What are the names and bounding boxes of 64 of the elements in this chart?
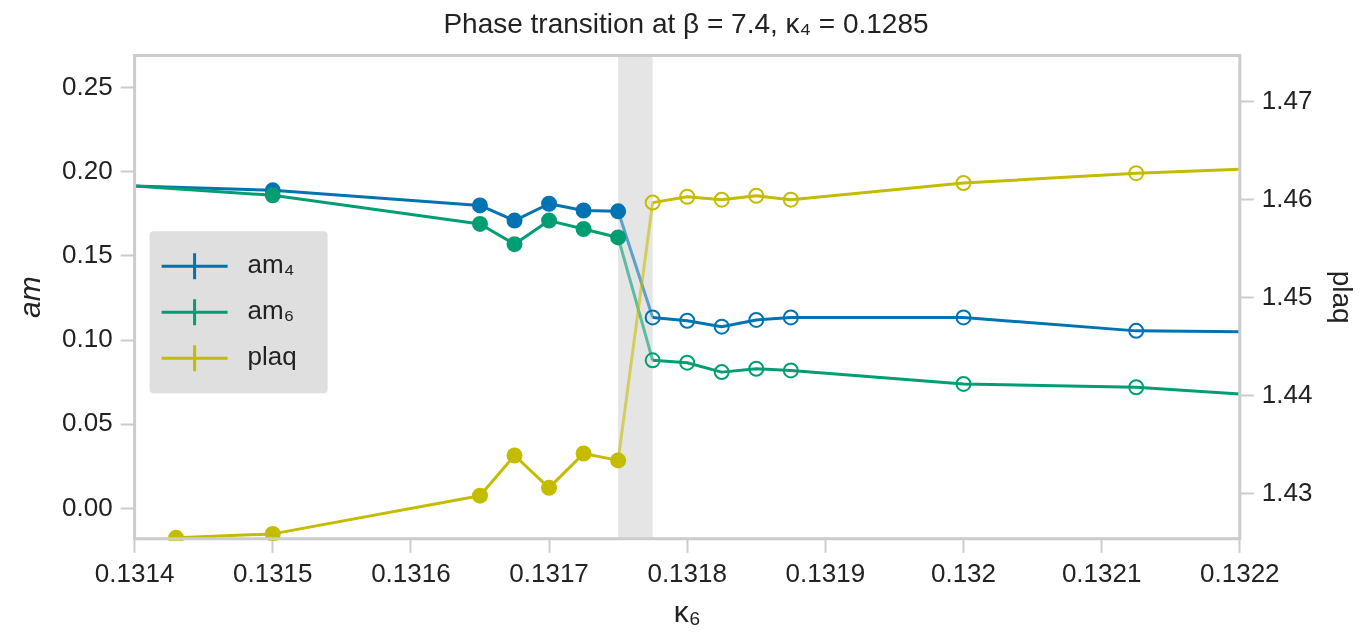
point: [782, 362, 799, 379]
point: [955, 309, 972, 326]
chart-title: Phase transition at β = 7.4, κ₄ = 0.1285: [443, 7, 929, 39]
legend-label: plaq: [247, 341, 297, 372]
point: [713, 364, 730, 381]
point: [782, 191, 799, 208]
point: [264, 187, 281, 204]
point: [610, 452, 627, 469]
y2-tick-label: 1.46: [1261, 182, 1313, 213]
y-tick-label: 0.00: [61, 491, 113, 522]
x-tick-label: 0.1322: [1200, 557, 1280, 588]
y2-tick-label: 1.44: [1261, 378, 1313, 409]
x-axis-title: κ₆: [673, 595, 701, 629]
y-tick-label: 0.20: [61, 154, 113, 185]
point: [506, 212, 523, 229]
y-axis-title: am: [13, 276, 47, 319]
point: [610, 203, 627, 220]
point: [748, 311, 765, 328]
point: [471, 197, 488, 214]
point: [644, 352, 661, 369]
point: [541, 212, 558, 229]
y2-axis-title: plaq: [1327, 270, 1359, 324]
legend-label: am₄: [247, 249, 295, 280]
point: [471, 487, 488, 504]
y2-tick-label: 1.47: [1261, 84, 1313, 115]
point: [1128, 379, 1145, 396]
point: [610, 229, 627, 246]
point: [644, 309, 661, 326]
point: [541, 479, 558, 496]
point: [644, 194, 661, 211]
point: [679, 354, 696, 371]
point: [1128, 165, 1145, 182]
point: [541, 195, 558, 212]
y2-tick-label: 1.45: [1261, 280, 1313, 311]
x-tick-label: 0.1321: [1061, 557, 1142, 588]
x-tick-label: 0.1316: [371, 557, 451, 588]
point: [713, 191, 730, 208]
y-tick-label: 0.15: [61, 239, 113, 270]
x-tick-label: 0.1317: [509, 557, 589, 588]
point: [955, 175, 972, 192]
point: [713, 318, 730, 335]
y-tick-label: 0.25: [61, 70, 113, 101]
point: [471, 215, 488, 232]
point: [506, 447, 523, 464]
point: [748, 187, 765, 204]
y2-tick-label: 1.43: [1261, 476, 1313, 507]
point: [1128, 322, 1145, 339]
point: [679, 188, 696, 205]
point: [782, 309, 799, 326]
legend-label: am₆: [247, 295, 295, 326]
point: [575, 202, 592, 219]
x-tick-label: 0.1315: [232, 557, 313, 588]
x-tick-label: 0.1319: [785, 557, 866, 588]
point: [506, 236, 523, 253]
point: [575, 221, 592, 238]
point: [955, 375, 972, 392]
point: [679, 312, 696, 329]
x-tick-label: 0.1318: [647, 557, 727, 588]
y-tick-label: 0.05: [61, 407, 113, 438]
x-tick-label: 0.1314: [94, 557, 175, 588]
point: [575, 445, 592, 462]
x-tick-label: 0.132: [930, 557, 997, 588]
point: [748, 360, 765, 377]
y-tick-label: 0.10: [61, 323, 113, 354]
